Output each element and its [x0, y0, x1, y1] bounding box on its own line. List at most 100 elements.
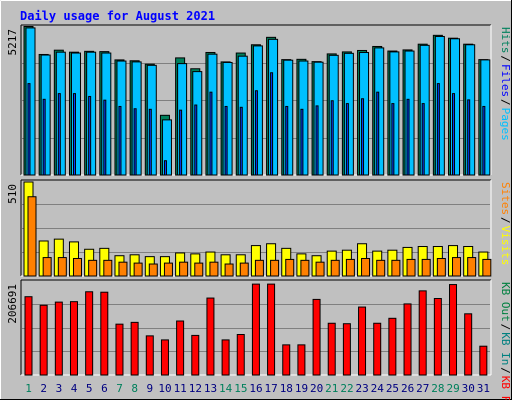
- sites-bar: [194, 262, 204, 277]
- kbf-bar: [327, 322, 336, 376]
- x-tick-label: 3: [56, 382, 63, 395]
- x-tick-label: 22: [340, 382, 353, 395]
- kbf-bar: [282, 344, 291, 376]
- kbf-bar: [403, 303, 412, 376]
- pages-bar: [467, 99, 471, 176]
- x-tick-label: 28: [431, 382, 444, 395]
- panel-kbytes-legend-kb-f: KB F: [499, 376, 512, 400]
- sites-bar: [179, 261, 189, 277]
- visits-max-label: 510: [6, 184, 19, 204]
- x-tick-label: 26: [401, 382, 414, 395]
- sites-bar: [330, 259, 340, 277]
- panel-kbytes-legend-kb-out: KB Out: [499, 282, 512, 322]
- x-tick-label: 24: [371, 382, 385, 395]
- x-tick-label: 16: [249, 382, 262, 395]
- x-tick-label: 31: [477, 382, 490, 395]
- kbf-bar: [100, 291, 109, 376]
- x-tick-label: 21: [325, 382, 338, 395]
- sites-bar: [406, 258, 416, 277]
- chart-title: Daily usage for August 2021: [20, 9, 215, 23]
- kbf-bar: [69, 301, 78, 376]
- pages-bar: [330, 100, 334, 176]
- x-tick-label: 6: [101, 382, 108, 395]
- sites-bar: [452, 257, 462, 277]
- sites-bar: [133, 262, 143, 277]
- kbf-bar: [206, 297, 215, 376]
- kbf-bar: [464, 313, 473, 376]
- pages-bar: [482, 105, 486, 176]
- x-tick-label: 17: [265, 382, 278, 395]
- panel-kbytes-legend-kb-in: KB In: [499, 332, 512, 365]
- x-tick-label: 30: [462, 382, 475, 395]
- pages-bar: [315, 105, 319, 176]
- kbf-bar: [342, 323, 351, 376]
- sites-bar: [254, 259, 264, 277]
- x-tick-label: 15: [234, 382, 247, 395]
- panel-hits-files-pages: 5217 Hits/Files/Pages: [6, 24, 512, 176]
- sites-bar: [163, 262, 173, 277]
- panel-hits-legend-separator: /: [499, 55, 512, 62]
- kbf-bar: [221, 339, 230, 376]
- pages-bar: [148, 108, 152, 176]
- x-tick-label: 27: [416, 382, 429, 395]
- x-tick-label: 10: [158, 382, 171, 395]
- pages-bar: [163, 160, 167, 176]
- sites-bar: [118, 261, 128, 277]
- pages-bar: [118, 105, 122, 176]
- pages-bar: [436, 83, 440, 176]
- panel-hits-legend-pages: Pages: [499, 108, 512, 141]
- pages-bar: [300, 108, 304, 176]
- x-tick-label: 2: [40, 382, 47, 395]
- sites-bar: [421, 258, 431, 277]
- pages-bar: [254, 90, 258, 176]
- kbf-bar: [373, 322, 382, 376]
- pages-bar: [57, 93, 61, 176]
- sites-bar: [436, 257, 446, 277]
- panel-kbytes: 206691 KB Out/KB In/KB F: [6, 279, 512, 400]
- pages-bar: [209, 91, 213, 176]
- kbytes-max-label: 206691: [6, 284, 19, 324]
- x-tick-label: 13: [204, 382, 217, 395]
- files-bar: [55, 51, 66, 176]
- sites-bar: [345, 258, 355, 277]
- x-tick-label: 8: [131, 382, 138, 395]
- x-tick-label: 19: [295, 382, 308, 395]
- sites-bar: [27, 196, 37, 277]
- panel-kbytes-legend-separator: /: [499, 367, 512, 374]
- kbf-bar: [176, 320, 185, 376]
- x-axis-day-labels: 1 2 3 4 5 6 7 8 9 10 11 12 13 14 15 16 17 18 19 20 21 22 23 24 2…: [25, 382, 490, 395]
- sites-bar: [42, 257, 52, 277]
- kbf-bar: [297, 344, 306, 376]
- x-tick-label: 4: [71, 382, 78, 395]
- sites-bar: [482, 258, 492, 277]
- kbf-bar: [479, 345, 488, 376]
- pages-bar: [179, 109, 183, 176]
- pages-bar: [270, 72, 274, 176]
- panel-visits-sites: 510 Sites / Visits: [6, 179, 512, 277]
- sites-bar: [148, 263, 158, 277]
- pages-bar: [345, 103, 349, 176]
- pages-bar: [103, 99, 107, 176]
- x-tick-label: 20: [310, 382, 323, 395]
- pages-bar: [285, 105, 289, 176]
- kbf-bar: [236, 334, 245, 376]
- x-tick-label: 23: [356, 382, 369, 395]
- pages-bar: [194, 104, 198, 176]
- kbf-bar: [115, 323, 124, 376]
- kbf-bar: [145, 335, 154, 376]
- pages-bar: [224, 105, 228, 176]
- panel-hits-legend-files: Files: [499, 64, 512, 97]
- x-tick-label: 9: [147, 382, 154, 395]
- sites-bar: [467, 257, 477, 277]
- x-tick-label: 12: [189, 382, 202, 395]
- x-tick-label: 5: [86, 382, 93, 395]
- x-tick-label: 29: [446, 382, 459, 395]
- kbf-bar: [418, 290, 427, 376]
- panel-visits-legend-sites: Sites: [499, 182, 512, 215]
- pages-bar: [361, 98, 365, 176]
- panel-hits-legend-hits: Hits: [499, 27, 512, 54]
- sites-bar: [224, 263, 234, 277]
